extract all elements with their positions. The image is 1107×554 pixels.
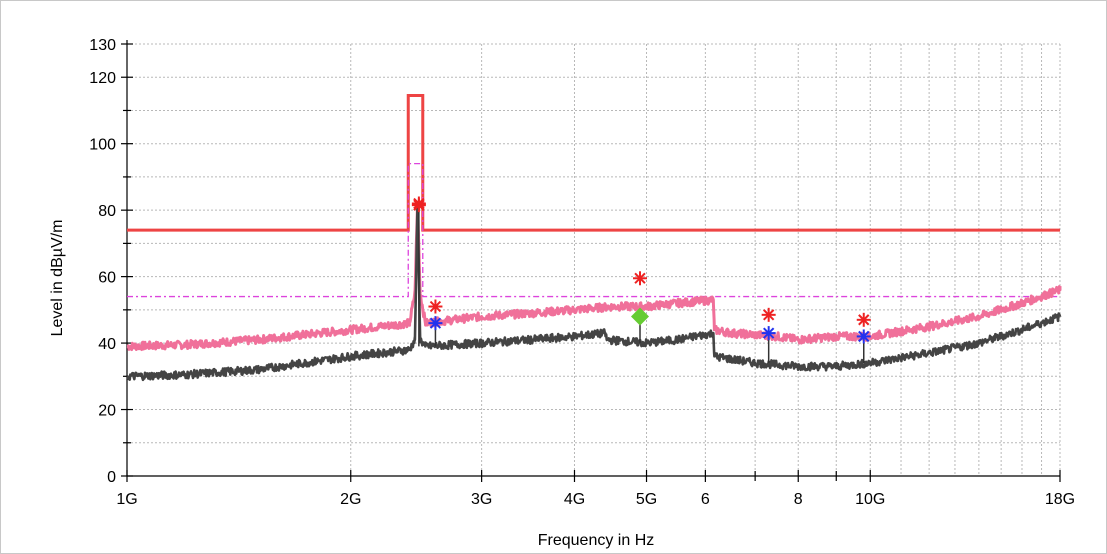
y-tick-label: 40 — [98, 336, 116, 353]
grid — [127, 43, 1061, 476]
average-limit-line — [127, 162, 1060, 298]
star-marker — [632, 271, 647, 286]
x-tick-label: 18G — [1045, 491, 1075, 508]
x-tick-label: 10G — [855, 491, 885, 508]
y-tick-label: 80 — [98, 203, 116, 220]
y-tick-label: 130 — [89, 37, 116, 54]
star-marker — [856, 312, 871, 327]
star-stroke — [858, 330, 870, 343]
x-tick-label: 6 — [701, 491, 710, 508]
star-stroke — [763, 327, 775, 339]
star-marker — [428, 299, 443, 314]
x-tick-label: 2G — [340, 491, 361, 508]
star-marker — [856, 329, 871, 344]
star-stroke — [634, 272, 646, 284]
star-stroke — [763, 309, 775, 321]
star-stroke — [429, 300, 442, 313]
y-tick-label: 20 — [98, 403, 116, 420]
x-tick-label: 1G — [116, 491, 137, 508]
x-tick-label: 5G — [636, 491, 657, 508]
y-tick-label: 120 — [89, 70, 116, 87]
x-tick-label: 3G — [471, 491, 492, 508]
diamond-marker — [630, 307, 649, 326]
marker-layer — [411, 196, 871, 344]
y-tick-label: 60 — [98, 270, 116, 287]
star-stroke — [413, 199, 425, 211]
star-marker — [428, 316, 443, 331]
axes: 0 20 40 60 80 100 120 130 1G 2G 3G 4G 5G 6 8 10G 18G — [89, 37, 1075, 508]
star-stroke — [858, 314, 870, 326]
y-tick-label: 100 — [89, 137, 116, 154]
peak-limit-line — [127, 94, 1060, 232]
series-layer — [126, 94, 1062, 382]
x-axis-title: Frequency in Hz — [538, 532, 655, 549]
peak-trace-line — [126, 201, 1062, 352]
y-axis-title: Level in dBµV/m — [49, 220, 66, 337]
x-tick-label: 4G — [564, 491, 585, 508]
star-stroke — [429, 317, 442, 329]
x-tick-label: 8 — [794, 491, 803, 508]
average-trace-line — [126, 201, 1062, 382]
star-marker — [411, 198, 426, 213]
y-tick-label: 0 — [107, 469, 116, 486]
star-marker — [761, 307, 776, 322]
star-marker — [761, 326, 776, 341]
